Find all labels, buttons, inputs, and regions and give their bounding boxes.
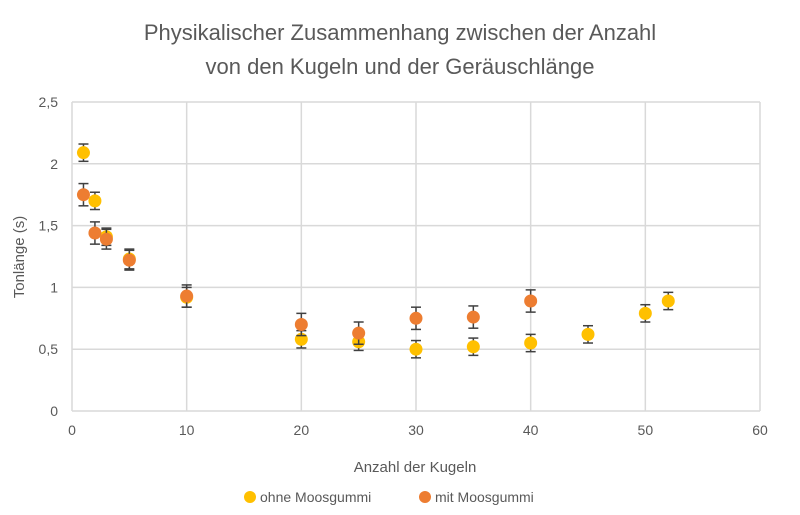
data-point: [661, 294, 675, 308]
x-tick-label: 10: [179, 422, 195, 438]
legend-marker-ohne: [244, 491, 256, 503]
y-tick-label: 1,5: [39, 218, 59, 234]
data-point: [638, 306, 652, 320]
chart-title-line-2: von den Kugeln und der Geräuschlänge: [206, 54, 595, 79]
y-tick-label: 0,5: [39, 341, 59, 357]
tick-labels: 0 0,5 1 1,5 2 2,5 0 10 20 30 40 50 60: [39, 94, 768, 438]
data-point: [180, 289, 194, 303]
y-tick-label: 0: [50, 403, 58, 419]
data-point: [409, 311, 423, 325]
chart-title-line-1: Physikalischer Zusammenhang zwischen der…: [144, 20, 656, 45]
series-0: [76, 143, 675, 359]
data-point: [76, 188, 90, 202]
data-point: [352, 326, 366, 340]
x-tick-label: 30: [408, 422, 424, 438]
x-tick-label: 40: [523, 422, 539, 438]
legend-label-mit: mit Moosgummi: [435, 489, 534, 505]
x-tick-label: 50: [638, 422, 654, 438]
data-point: [88, 226, 102, 240]
legend-marker-mit: [419, 491, 431, 503]
data-point: [294, 317, 308, 331]
legend-label-ohne: ohne Moosgummi: [260, 489, 371, 505]
y-axis-label: Tonlänge (s): [11, 216, 28, 299]
data-point: [466, 310, 480, 324]
x-tick-label: 20: [294, 422, 310, 438]
y-tick-label: 2: [50, 156, 58, 172]
data-point: [409, 342, 423, 356]
x-axis-label: Anzahl der Kugeln: [354, 459, 477, 476]
legend: ohne Moosgummi mit Moosgummi: [244, 489, 534, 505]
data-point: [466, 340, 480, 354]
series-1: [76, 182, 538, 346]
x-tick-label: 60: [752, 422, 768, 438]
y-tick-label: 1: [50, 279, 58, 295]
data-point: [76, 146, 90, 160]
data-point: [88, 194, 102, 208]
data-point: [524, 336, 538, 350]
y-tick-label: 2,5: [39, 94, 59, 110]
data-point: [581, 327, 595, 341]
data-point: [524, 294, 538, 308]
data-point: [122, 253, 136, 267]
gridlines: [71, 101, 761, 412]
data-points: [76, 143, 675, 359]
data-point: [99, 232, 113, 246]
x-tick-label: 0: [68, 422, 76, 438]
